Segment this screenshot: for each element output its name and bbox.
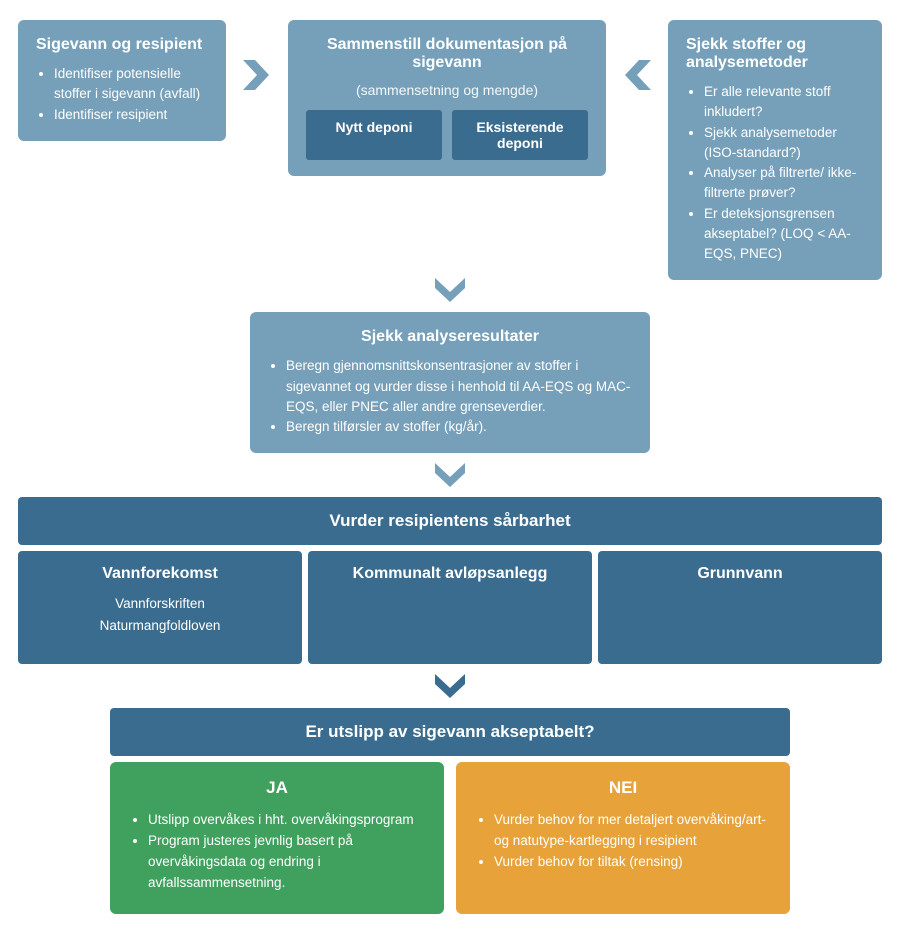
analysis-wrap: Sjekk analyseresultater Beregn gjennomsn… (18, 312, 882, 453)
chevron-down-icon (435, 674, 465, 698)
cell-title: Grunnvann (610, 565, 870, 583)
decision-label: NEI (476, 778, 770, 798)
decision-list: Vurder behov for mer detaljert overvåkin… (476, 810, 770, 873)
cell-title: Vannforekomst (30, 565, 290, 583)
btn-nytt-deponi[interactable]: Nytt deponi (306, 110, 442, 160)
box-sammenstill: Sammenstill dokumentasjon på sigevann (s… (288, 20, 606, 176)
vulnerability-cells: Vannforekomst Vannforskriften Naturmangf… (18, 551, 882, 664)
bar-vurder-sarbarhet: Vurder resipientens sårbarhet (18, 497, 882, 545)
list-item: Er deteksjonsgrensen akseptabel? (LOQ < … (704, 204, 864, 265)
list-item: Identifiser resipient (54, 105, 208, 125)
arrow-down-2 (18, 463, 882, 487)
list-item: Er alle relevante stoff inkludert? (704, 82, 864, 123)
arrow-right-1 (240, 20, 274, 90)
box-title: Sigevann og resipient (36, 36, 208, 54)
cell-title: Kommunalt avløpsanlegg (320, 565, 580, 583)
box-subtitle: (sammensetning og mengde) (306, 82, 588, 98)
decision-yes: JA Utslipp overvåkes i hht. overvåkingsp… (110, 762, 444, 914)
box-list: Beregn gjennomsnittskonsentrasjoner av s… (268, 356, 632, 437)
decision-no: NEI Vurder behov for mer detaljert overv… (456, 762, 790, 914)
list-item: Beregn tilførsler av stoffer (kg/år). (286, 417, 632, 437)
cell-line: Naturmangfoldloven (30, 615, 290, 637)
arrow-left-1 (620, 20, 654, 90)
vulnerability-section: Vurder resipientens sårbarhet Vannforeko… (18, 497, 882, 664)
box-analyseresultater: Sjekk analyseresultater Beregn gjennomsn… (250, 312, 650, 453)
box-title: Sjekk analyseresultater (268, 328, 632, 346)
list-item: Beregn gjennomsnittskonsentrasjoner av s… (286, 356, 632, 417)
decision-label: JA (130, 778, 424, 798)
decision-list: Utslipp overvåkes i hht. overvåkingsprog… (130, 810, 424, 894)
list-item: Vurder behov for mer detaljert overvåkin… (494, 810, 770, 852)
list-item: Sjekk analysemetoder (ISO-standard?) (704, 123, 864, 164)
button-row: Nytt deponi Eksisterende deponi (306, 110, 588, 160)
box-sjekk-stoffer: Sjekk stoffer og analysemetoder Er alle … (668, 20, 882, 280)
chevron-right-icon (243, 60, 271, 90)
decision-row: JA Utslipp overvåkes i hht. overvåkingsp… (110, 762, 790, 914)
list-item: Analyser på filtrerte/ ikke-filtrerte pr… (704, 163, 864, 204)
flow-top-row: Sigevann og resipient Identifiser potens… (18, 20, 882, 280)
arrow-down-1 (18, 278, 882, 302)
box-sigevann-resipient: Sigevann og resipient Identifiser potens… (18, 20, 226, 141)
chevron-left-icon (623, 60, 651, 90)
cell-kommunalt: Kommunalt avløpsanlegg (308, 551, 592, 664)
cell-line: Vannforskriften (30, 593, 290, 615)
chevron-down-icon (435, 463, 465, 487)
list-item: Utslipp overvåkes i hht. overvåkingsprog… (148, 810, 424, 831)
box-title: Sammenstill dokumentasjon på sigevann (306, 36, 588, 72)
list-item: Vurder behov for tiltak (rensing) (494, 852, 770, 873)
list-item: Identifiser potensielle stoffer i sigeva… (54, 64, 208, 105)
box-list: Er alle relevante stoff inkludert? Sjekk… (686, 82, 864, 264)
box-title: Sjekk stoffer og analysemetoder (686, 36, 864, 72)
arrow-down-3 (18, 674, 882, 698)
box-list: Identifiser potensielle stoffer i sigeva… (36, 64, 208, 125)
chevron-down-icon (435, 278, 465, 302)
list-item: Program justeres jevnlig basert på overv… (148, 831, 424, 894)
bar-akseptabelt: Er utslipp av sigevann akseptabelt? (110, 708, 790, 756)
cell-vannforekomst: Vannforekomst Vannforskriften Naturmangf… (18, 551, 302, 664)
btn-eksisterende-deponi[interactable]: Eksisterende deponi (452, 110, 588, 160)
decision-section: Er utslipp av sigevann akseptabelt? JA U… (110, 708, 790, 914)
cell-grunnvann: Grunnvann (598, 551, 882, 664)
